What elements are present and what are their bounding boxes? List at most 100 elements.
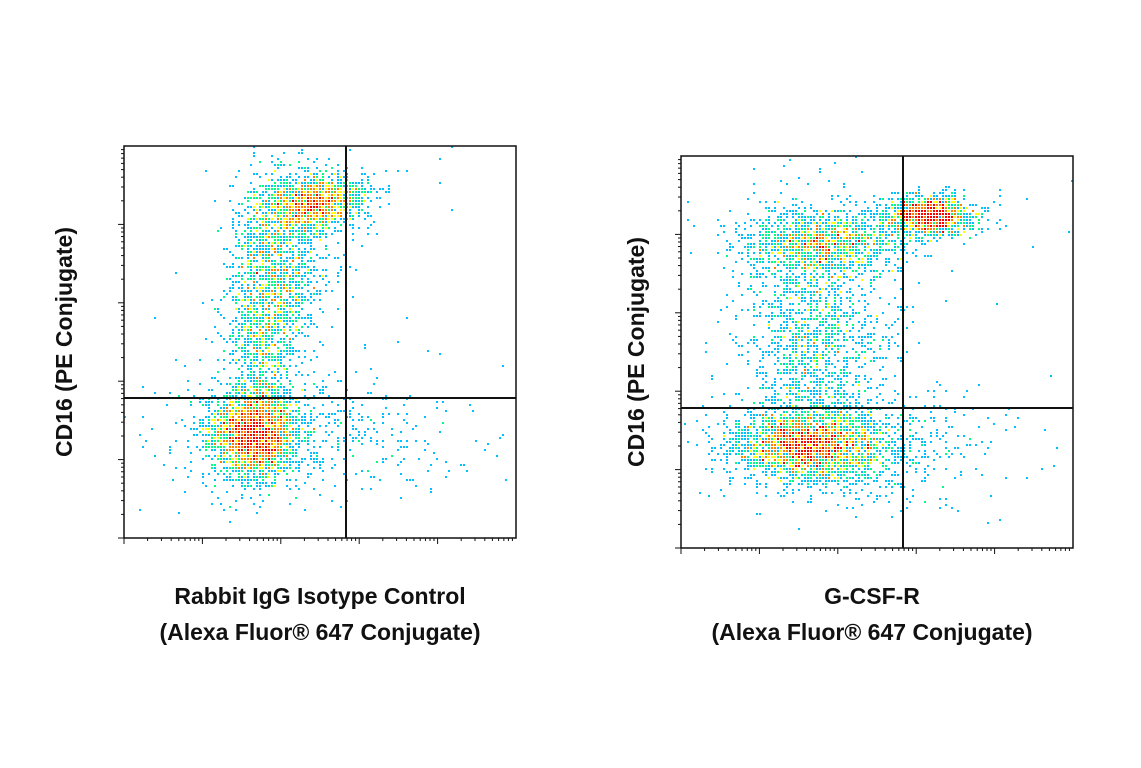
event-dot [834,258,836,260]
event-dot [283,152,285,154]
event-dot [337,221,339,223]
event-dot [762,261,764,263]
event-dot [852,444,854,446]
event-dot [313,458,315,460]
event-dot [292,212,294,214]
event-dot [765,435,767,437]
event-dot [328,434,330,436]
event-dot [867,246,869,248]
event-dot [250,296,252,298]
event-dot [253,260,255,262]
event-dot [289,185,291,187]
event-dot [289,389,291,391]
event-dot [229,467,231,469]
event-dot [774,267,776,269]
event-dot [786,441,788,443]
event-dot [759,438,761,440]
event-dot [250,479,252,481]
event-dot [774,453,776,455]
event-dot [262,461,264,463]
event-dot [900,414,902,416]
event-dot [813,435,815,437]
event-dot [343,221,345,223]
event-dot [331,413,333,415]
event-dot [235,386,237,388]
event-dot [798,426,800,428]
event-dot [774,429,776,431]
event-dot [777,234,779,236]
event-dot [331,179,333,181]
event-dot [313,488,315,490]
event-dot [969,237,971,239]
event-dot [825,219,827,221]
event-dot [292,179,294,181]
event-dot [340,203,342,205]
event-dot [256,416,258,418]
event-dot [250,374,252,376]
event-dot [921,201,923,203]
event-dot [265,173,267,175]
event-dot [340,218,342,220]
event-dot [825,438,827,440]
event-dot [816,234,818,236]
event-dot [304,233,306,235]
event-dot [280,428,282,430]
event-dot [244,443,246,445]
event-dot [247,377,249,379]
event-dot [265,449,267,451]
event-dot [762,456,764,458]
event-dot [250,218,252,220]
event-dot [759,246,761,248]
event-dot [256,389,258,391]
event-dot [241,497,243,499]
event-dot [768,237,770,239]
event-dot [858,435,860,437]
event-dot [241,326,243,328]
event-dot [205,425,207,427]
event-dot [834,252,836,254]
event-dot [271,293,273,295]
event-dot [304,203,306,205]
event-dot [292,254,294,256]
event-dot [801,234,803,236]
event-dot [837,258,839,260]
event-dot [337,275,339,277]
event-dot [256,458,258,460]
event-dot [786,237,788,239]
event-dot [325,182,327,184]
event-dot [930,255,932,257]
event-dot [822,402,824,404]
event-dot [262,248,264,250]
event-dot [313,383,315,385]
event-dot [753,402,755,404]
event-dot [250,326,252,328]
event-dot [900,216,902,218]
event-dot [292,470,294,472]
event-dot [747,465,749,467]
event-dot [301,374,303,376]
event-dot [852,459,854,461]
event-dot [244,401,246,403]
event-dot [361,200,363,202]
event-dot [427,350,429,352]
event-dot [250,272,252,274]
event-dot [250,437,252,439]
event-dot [289,302,291,304]
event-dot [780,429,782,431]
event-dot [828,414,830,416]
event-dot [801,441,803,443]
event-dot [295,224,297,226]
event-dot [939,237,941,239]
event-dot [298,212,300,214]
event-dot [909,219,911,221]
event-dot [798,237,800,239]
event-dot [262,446,264,448]
event-dot [289,242,291,244]
event-dot [280,356,282,358]
event-dot [885,417,887,419]
event-dot [837,444,839,446]
event-dot [966,219,968,221]
event-dot [232,287,234,289]
event-dot [358,419,360,421]
event-dot [271,395,273,397]
